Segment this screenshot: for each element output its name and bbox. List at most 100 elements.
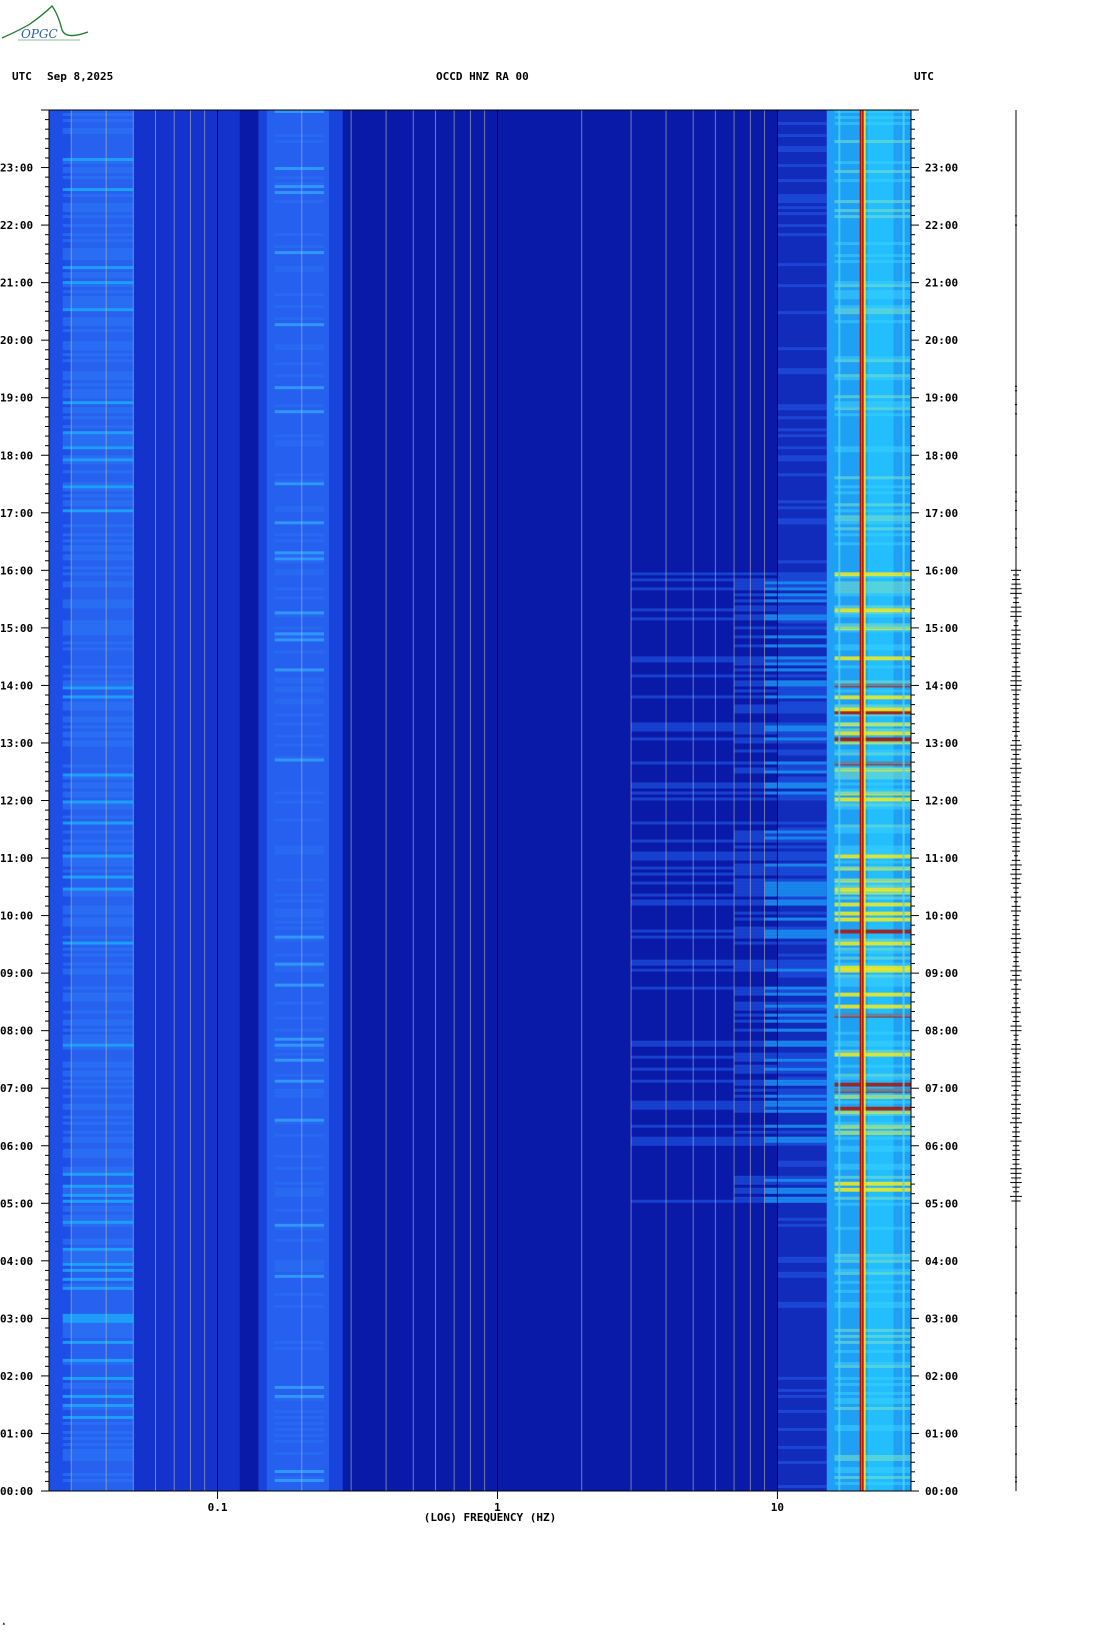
- lf-streak: [62, 284, 134, 288]
- quiet-streak: [777, 197, 827, 201]
- y-tick-label-left: 08:00: [0, 1025, 33, 1038]
- lf-streak: [62, 1241, 134, 1245]
- lf-streak: [62, 203, 134, 207]
- hf-streak: [834, 665, 911, 669]
- microseism-streak: [274, 521, 324, 525]
- activity-streak-bright: [764, 1094, 827, 1098]
- y-tick-label-right: 13:00: [925, 737, 958, 750]
- hf-streak: [834, 629, 911, 633]
- lf-streak: [62, 1376, 134, 1380]
- activity-streak: [631, 1199, 827, 1203]
- hf-streak: [834, 1076, 911, 1080]
- microseism-streak: [274, 1409, 324, 1413]
- lf-streak: [62, 233, 134, 237]
- quiet-streak: [777, 1301, 827, 1305]
- quiet-streak: [777, 776, 827, 780]
- lf-streak: [62, 680, 134, 684]
- microseism-streak: [274, 689, 324, 693]
- microseism-streak: [274, 443, 324, 447]
- hf-streak: [834, 680, 911, 684]
- hf-streak: [834, 848, 911, 852]
- quiet-streak: [777, 1271, 827, 1275]
- lf-streak: [62, 1472, 134, 1476]
- microseism-streak: [274, 1190, 324, 1194]
- quiet-streak: [777, 347, 827, 351]
- activity-streak-bright: [764, 1109, 827, 1113]
- microseism-streak: [274, 722, 324, 726]
- lf-streak: [62, 686, 134, 690]
- lf-streak: [62, 401, 134, 405]
- microseism-streak: [274, 893, 324, 897]
- microseism-streak: [274, 938, 324, 942]
- lf-streak: [62, 374, 134, 378]
- lf-streak: [62, 371, 134, 375]
- microseism-streak: [274, 1451, 324, 1455]
- quiet-streak: [777, 284, 827, 288]
- microseism-streak: [274, 911, 324, 915]
- lf-streak: [62, 869, 134, 873]
- quiet-streak: [777, 827, 827, 831]
- activity-streak-bright: [764, 1079, 827, 1083]
- lf-streak: [62, 281, 134, 285]
- quiet-streak: [777, 701, 827, 705]
- activity-streak-bright: [764, 668, 827, 672]
- microseism-streak: [274, 926, 324, 930]
- lf-streak: [62, 605, 134, 609]
- activity-hotspot: [834, 572, 911, 577]
- hf-streak: [834, 413, 911, 417]
- hf-streak: [834, 896, 911, 900]
- lf-streak: [62, 1166, 134, 1170]
- lf-streak: [62, 917, 134, 921]
- lf-streak: [62, 1214, 134, 1218]
- y-tick-label-right: 20:00: [925, 334, 958, 347]
- lf-streak: [62, 1442, 134, 1446]
- lf-streak: [62, 1286, 134, 1290]
- lf-streak: [62, 1253, 134, 1257]
- lf-streak: [62, 1010, 134, 1014]
- activity-streak: [631, 578, 827, 582]
- activity-streak-bright: [764, 617, 827, 621]
- activity-streak: [631, 1136, 827, 1140]
- hf-streak: [834, 860, 911, 864]
- quiet-streak: [777, 428, 827, 432]
- activity-streak-bright: [764, 992, 827, 996]
- microseism-streak: [274, 1238, 324, 1242]
- y-tick-label-right: 18:00: [925, 449, 958, 462]
- y-tick-label-right: 21:00: [925, 277, 958, 290]
- activity-streak-bright: [764, 935, 827, 939]
- hf-streak: [834, 308, 911, 312]
- hf-streak: [834, 824, 911, 828]
- lf-streak: [62, 1250, 134, 1254]
- quiet-streak: [777, 122, 827, 126]
- y-tick-label-right: 15:00: [925, 622, 958, 635]
- lf-streak: [62, 947, 134, 951]
- lf-streak: [62, 860, 134, 864]
- activity-streak-bright: [764, 1100, 827, 1104]
- activity-streak-bright: [764, 1019, 827, 1023]
- quiet-streak: [777, 611, 827, 615]
- lf-streak: [62, 1334, 134, 1338]
- microseism-streak: [274, 506, 324, 510]
- hf-streak: [834, 1481, 911, 1485]
- activity-streak-bright: [764, 929, 827, 933]
- activity-streak: [631, 851, 827, 855]
- microseism-streak: [274, 713, 324, 717]
- microseism-streak: [274, 1394, 324, 1398]
- microseism-streak: [274, 845, 324, 849]
- activity-hotspot: [834, 731, 911, 736]
- transition-band: [133, 110, 240, 1491]
- hf-streak: [834, 1100, 911, 1104]
- microseism-streak: [274, 1439, 324, 1443]
- activity-streak-bright: [764, 656, 827, 660]
- lf-streak: [62, 1115, 134, 1119]
- lf-streak: [62, 1172, 134, 1176]
- activity-streak-bright: [764, 635, 827, 639]
- activity-streak: [631, 695, 827, 699]
- quiet-streak: [777, 620, 827, 624]
- hf-streak: [834, 956, 911, 960]
- microseism-streak: [274, 611, 324, 615]
- activity-streak-bright: [764, 887, 827, 891]
- x-tick-label: 10: [771, 1501, 784, 1514]
- lf-streak: [62, 998, 134, 1002]
- hf-streak: [834, 1136, 911, 1140]
